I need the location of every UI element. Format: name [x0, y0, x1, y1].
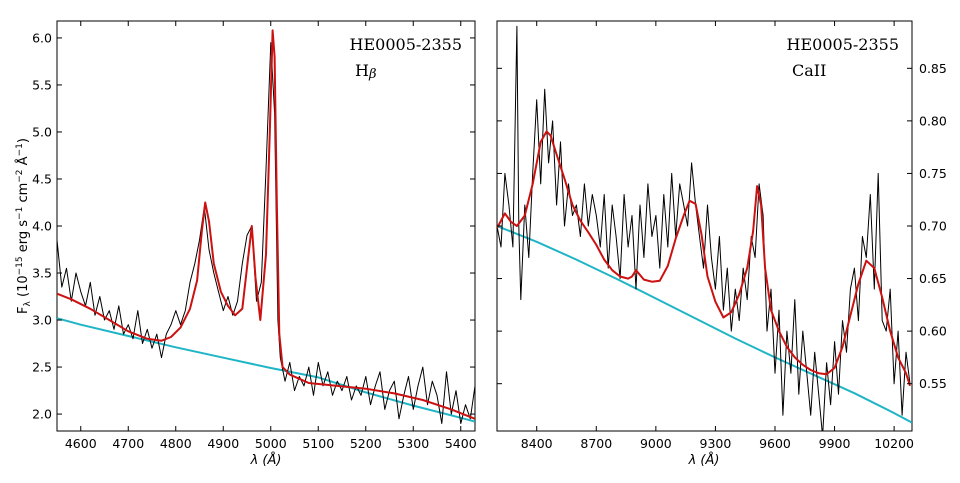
- hbeta-observed-line: [57, 42, 475, 424]
- caii-x-tick-label: 9600: [759, 436, 791, 451]
- caii-x-axis-title: λ (Å): [688, 452, 720, 468]
- hbeta-y-tick-label: 5.5: [32, 77, 52, 92]
- y-title-subscript: λ: [23, 300, 33, 306]
- hbeta-object-name: HE0005-2355: [350, 35, 462, 54]
- caii-model-line: [497, 130, 911, 387]
- hbeta-line-label-symbol: β: [368, 67, 377, 82]
- caii-observed-line: [497, 25, 911, 431]
- caii-x-tick-label: 10200: [874, 436, 914, 451]
- y-title-part: Å: [15, 156, 31, 169]
- hbeta-x-tick-label: 5100: [302, 436, 334, 451]
- hbeta-x-tick-label: 4700: [112, 436, 144, 451]
- caii-x-tick-label: 9300: [700, 436, 732, 451]
- y-title-part: erg s: [16, 220, 31, 257]
- y-title-part: ): [16, 138, 31, 143]
- caii-y-tick-label: 0.70: [919, 219, 947, 234]
- caii-plot-frame: [496, 20, 913, 432]
- caii-y-tick-label: 0.85: [919, 61, 947, 76]
- hbeta-x-tick-label: 5300: [397, 436, 429, 451]
- hbeta-panel: 4600 4700 4800 4900 5000 5100 5200 5300 5400 2.0…: [15, 20, 477, 468]
- hbeta-y-tick-label: 2.0: [32, 407, 52, 422]
- caii-x-ticks: 8400 8700 9000 9300 9600 9900 10200: [521, 21, 914, 451]
- hbeta-x-tick-label: 5400: [445, 436, 477, 451]
- hbeta-x-tick-label: 4600: [65, 436, 97, 451]
- hbeta-continuum-line: [57, 317, 475, 423]
- caii-series-group: [497, 25, 912, 431]
- caii-x-tick-label: 9900: [819, 436, 851, 451]
- y-title-superscript: −15: [15, 256, 25, 275]
- y-title-part: cm: [16, 183, 31, 207]
- hbeta-y-tick-label: 4.5: [32, 171, 52, 186]
- hbeta-series-group: [57, 29, 475, 424]
- hbeta-y-tick-label: 6.0: [32, 30, 52, 45]
- caii-x-tick-label: 8700: [580, 436, 612, 451]
- hbeta-x-tick-label: 4900: [207, 436, 239, 451]
- y-title-superscript: −1: [15, 207, 25, 220]
- caii-y-tick-label: 0.60: [919, 324, 947, 339]
- caii-y-tick-label: 0.55: [919, 376, 947, 391]
- caii-object-name: HE0005-2355: [787, 35, 899, 54]
- hbeta-model-line: [57, 29, 475, 420]
- caii-y-tick-label: 0.65: [919, 271, 947, 286]
- hbeta-y-tick-label: 5.0: [32, 124, 52, 139]
- hbeta-x-tick-label: 4800: [160, 436, 192, 451]
- y-title-superscript: −2: [15, 169, 25, 182]
- hbeta-line-label-letter: H: [355, 61, 369, 80]
- hbeta-y-tick-label: 2.5: [32, 360, 52, 375]
- caii-line-label: CaII: [792, 61, 826, 80]
- caii-y-ticks: 0.55 0.60 0.65 0.70 0.75 0.80 0.85: [497, 61, 947, 391]
- caii-continuum-line: [497, 225, 912, 424]
- hbeta-line-label: Hβ: [355, 61, 376, 82]
- y-title-part: (10: [16, 275, 31, 301]
- hbeta-y-axis-title: Fλ (10−15 erg s−1 cm−2 Å−1): [15, 138, 33, 314]
- caii-x-tick-label: 8400: [521, 436, 553, 451]
- caii-y-tick-label: 0.80: [919, 113, 947, 128]
- hbeta-x-ticks: 4600 4700 4800 4900 5000 5100 5200 5300 5400: [65, 21, 477, 451]
- hbeta-x-tick-label: 5000: [255, 436, 287, 451]
- hbeta-x-axis-title: λ (Å): [250, 452, 282, 468]
- hbeta-x-tick-label: 5200: [350, 436, 382, 451]
- hbeta-y-tick-label: 3.5: [32, 266, 52, 281]
- caii-x-tick-label: 9000: [640, 436, 672, 451]
- y-title-superscript: −1: [15, 143, 25, 156]
- hbeta-y-tick-label: 3.0: [32, 313, 52, 328]
- caii-y-tick-label: 0.75: [919, 166, 947, 181]
- caii-panel: 8400 8700 9000 9300 9600 9900 10200 0.550.600.…: [496, 20, 947, 468]
- hbeta-y-ticks: 2.0 2.5 3.0 3.5 4.0 4.5 5.0 5.5 6.0: [32, 30, 475, 422]
- y-title-part: F: [16, 306, 31, 313]
- hbeta-y-tick-label: 4.0: [32, 219, 52, 234]
